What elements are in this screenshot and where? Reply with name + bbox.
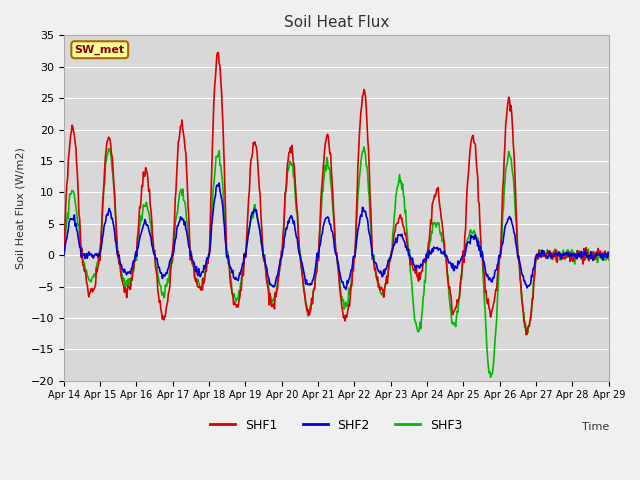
Legend: SHF1, SHF2, SHF3: SHF1, SHF2, SHF3 [205, 414, 467, 437]
Text: SW_met: SW_met [75, 45, 125, 55]
SHF3 [60, 252, 68, 258]
SHF3 [419, 295, 427, 301]
SHF3 [70, 189, 77, 194]
SHF1 [523, 332, 531, 337]
Line: SHF2: SHF2 [64, 183, 609, 289]
SHF3 [210, 180, 218, 186]
SHF1 [210, 98, 218, 104]
SHF2 [181, 219, 189, 225]
SHF2 [605, 250, 612, 256]
SHF3 [126, 276, 134, 282]
SHF2 [210, 201, 218, 207]
Title: Soil Heat Flux: Soil Heat Flux [284, 15, 389, 30]
Line: SHF1: SHF1 [64, 53, 609, 335]
SHF1 [403, 241, 411, 247]
SHF3 [486, 374, 494, 380]
SHF2 [404, 246, 412, 252]
SHF1 [60, 247, 68, 252]
SHF2 [420, 257, 428, 263]
SHF1 [214, 50, 221, 56]
SHF1 [181, 146, 189, 152]
X-axis label: Time: Time [582, 422, 609, 432]
Y-axis label: Soil Heat Flux (W/m2): Soil Heat Flux (W/m2) [15, 147, 25, 269]
SHF3 [605, 257, 612, 263]
SHF2 [126, 269, 134, 275]
SHF3 [403, 230, 411, 236]
SHF2 [60, 253, 68, 259]
SHF2 [70, 217, 77, 223]
SHF3 [181, 200, 189, 205]
SHF2 [342, 287, 349, 292]
SHF3 [360, 144, 368, 150]
Line: SHF3: SHF3 [64, 147, 609, 377]
SHF1 [419, 259, 427, 264]
SHF1 [70, 129, 77, 135]
SHF1 [126, 286, 134, 292]
SHF1 [605, 254, 612, 260]
SHF2 [215, 180, 223, 186]
